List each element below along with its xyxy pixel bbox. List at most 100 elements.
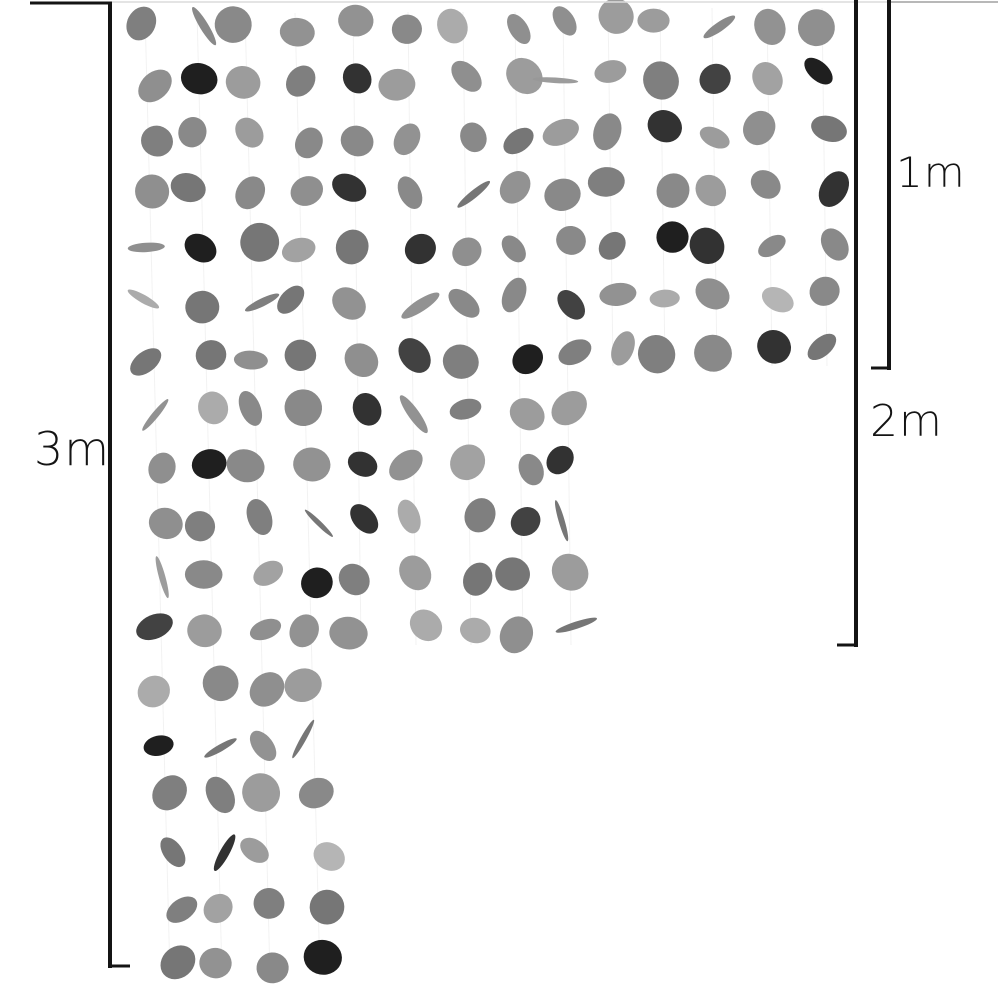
confetti-dot	[141, 125, 173, 157]
measurement-label-3m: 3m	[34, 422, 111, 476]
confetti-dot	[450, 444, 486, 481]
confetti-dot	[599, 282, 637, 306]
confetti-dot	[332, 173, 367, 202]
confetti-dot	[552, 6, 577, 36]
confetti-dot	[242, 773, 281, 812]
confetti-dot	[170, 173, 206, 203]
confetti-dot	[506, 57, 543, 95]
confetti-dot	[818, 171, 850, 207]
confetti-dot	[253, 888, 285, 919]
confetti-dot	[463, 562, 493, 596]
confetti-dot	[347, 451, 378, 477]
confetti-dot	[292, 719, 315, 759]
confetti-dot	[240, 222, 280, 262]
garland-thread	[196, 12, 223, 977]
confetti-dot	[699, 63, 731, 94]
confetti-dot	[510, 506, 541, 537]
confetti-dot	[338, 563, 370, 596]
confetti-dot	[249, 730, 277, 761]
confetti-dot	[198, 391, 229, 425]
confetti-dot	[226, 449, 265, 483]
confetti-dot	[397, 499, 421, 534]
confetti-dot	[135, 174, 170, 209]
confetti-dot	[689, 227, 725, 264]
confetti-dot	[752, 62, 783, 96]
confetti-dot	[249, 618, 282, 641]
confetti-dot	[185, 290, 220, 324]
confetti-dot	[532, 77, 579, 84]
confetti-dot	[593, 113, 622, 151]
confetti-dot	[448, 288, 480, 318]
confetti-dot	[499, 616, 534, 654]
confetti-dot	[649, 289, 680, 308]
confetti-dot	[757, 329, 792, 364]
confetti-dot	[449, 398, 482, 420]
confetti-dot	[191, 449, 227, 479]
garland-thread	[514, 11, 524, 646]
confetti-dot	[809, 276, 840, 306]
confetti-dot	[656, 221, 689, 253]
confetti-dot	[451, 60, 482, 92]
confetti-dot	[301, 567, 333, 599]
confetti-dot	[518, 453, 544, 486]
confetti-dot	[184, 560, 223, 589]
confetti-dot	[138, 69, 172, 103]
confetti-dot	[637, 8, 670, 33]
confetti-dot	[391, 14, 422, 44]
confetti-dot	[389, 449, 423, 481]
confetti-dot	[184, 511, 216, 542]
confetti-dot	[554, 500, 569, 542]
confetti-dot	[136, 613, 173, 641]
confetti-dot	[160, 837, 186, 868]
confetti-dot	[507, 13, 531, 45]
measurement-label-1m: 1m	[896, 148, 966, 197]
confetti-dot	[309, 889, 345, 925]
confetti-dot	[399, 395, 428, 434]
confetti-dot	[555, 617, 598, 633]
confetti-dot	[699, 126, 730, 149]
confetti-dot	[758, 234, 786, 258]
confetti-dot	[199, 947, 232, 979]
confetti-dot	[542, 118, 579, 146]
confetti-dot	[503, 127, 534, 155]
confetti-dot	[656, 173, 690, 208]
confetti-dot	[437, 8, 468, 44]
confetti-dot	[304, 509, 333, 537]
confetti-dot	[409, 609, 443, 642]
confetti-dot	[313, 842, 345, 871]
confetti-dot	[214, 6, 252, 43]
confetti-dot	[495, 557, 530, 591]
confetti-dot	[546, 445, 574, 475]
confetti-dot	[329, 616, 368, 650]
confetti-dot	[743, 110, 776, 146]
confetti-dot	[205, 776, 235, 814]
confetti-dot	[148, 507, 183, 540]
confetti-dot	[442, 344, 479, 379]
confetti-dot	[195, 340, 227, 370]
confetti-dot	[342, 63, 372, 94]
confetti-dot	[399, 555, 432, 591]
confetti-dot	[127, 242, 165, 253]
confetti-dot	[143, 735, 174, 756]
confetti-dot	[397, 176, 423, 210]
confetti-dot	[180, 63, 218, 95]
confetti-dot	[344, 343, 379, 378]
confetti-dot	[807, 333, 837, 361]
confetti-dot	[202, 665, 239, 702]
confetti-dot	[598, 231, 626, 260]
confetti-dot	[464, 498, 496, 533]
confetti-dot	[256, 952, 289, 984]
confetti-dot	[637, 335, 676, 374]
confetti-dot	[277, 285, 305, 314]
confetti-dot	[332, 287, 366, 320]
confetti-dot	[290, 176, 324, 206]
confetti-dot	[350, 504, 379, 534]
confetti-dot	[285, 65, 316, 97]
confetti-dot	[148, 452, 176, 484]
confetti-dot	[160, 945, 196, 980]
confetti-dot	[281, 237, 316, 263]
confetti-dot	[246, 499, 273, 535]
confetti-dot	[460, 617, 491, 644]
confetti-dot	[127, 289, 160, 309]
